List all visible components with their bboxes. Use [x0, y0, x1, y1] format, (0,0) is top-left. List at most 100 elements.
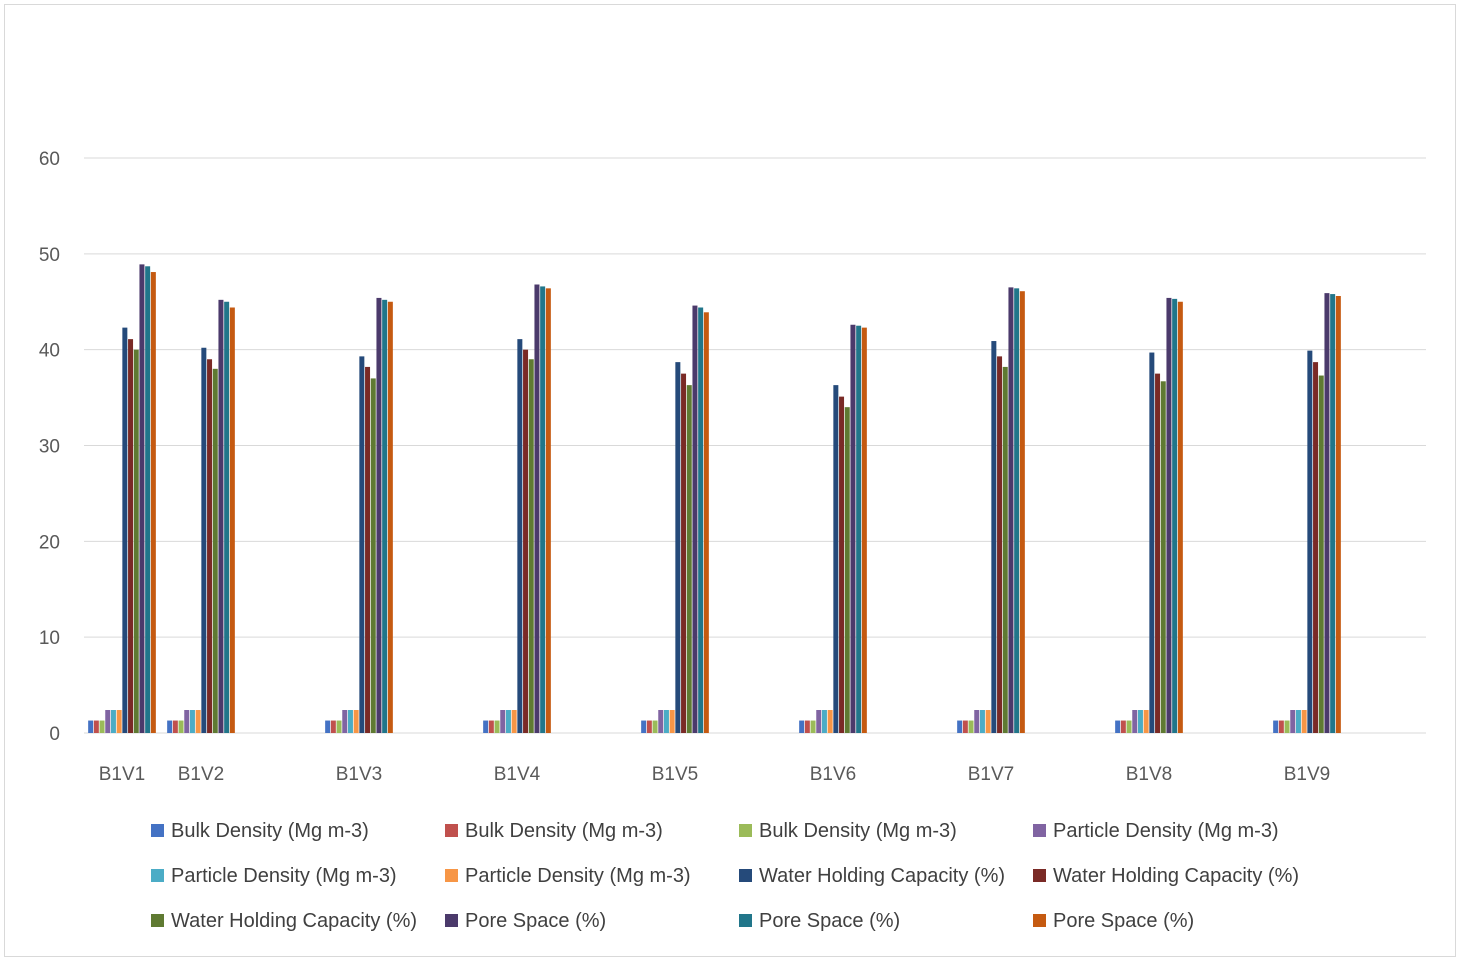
bar-B1V1-s5	[110, 710, 116, 733]
bar-B1V4-s10	[534, 284, 540, 733]
bar-B1V9-s7	[1307, 350, 1313, 733]
bar-B1V1-s3	[99, 720, 105, 733]
bar-B1V2-s10	[218, 299, 224, 733]
bar-B1V3-s6	[353, 710, 359, 733]
legend-label: Particle Density (Mg m-3)	[171, 865, 397, 887]
bar-B1V8-s12	[1177, 301, 1183, 733]
bar-B1V2-s4	[184, 710, 190, 733]
legend-swatch	[1033, 824, 1046, 837]
bar-B1V4-s4	[500, 710, 506, 733]
bar-B1V6-s1	[799, 720, 805, 733]
bar-B1V3-s1	[325, 720, 331, 733]
legend-swatch	[151, 914, 164, 927]
legend-label: Particle Density (Mg m-3)	[1053, 820, 1279, 842]
bar-B1V4-s9	[528, 359, 534, 733]
bar-B1V6-s7	[833, 385, 839, 733]
bar-B1V9-s4	[1290, 710, 1296, 733]
bar-B1V2-s9	[212, 368, 218, 733]
bar-B1V9-s12	[1335, 296, 1341, 733]
bar-B1V5-s2	[646, 720, 652, 733]
bar-B1V5-s6	[669, 710, 675, 733]
bar-B1V9-s9	[1318, 375, 1324, 733]
bar-B1V8-s6	[1143, 710, 1149, 733]
legend-label: Bulk Density (Mg m-3)	[465, 820, 663, 842]
y-tick-label: 50	[39, 245, 60, 266]
legend-item: Particle Density (Mg m-3)	[1033, 820, 1279, 842]
bar-B1V5-s4	[658, 710, 664, 733]
legend-item: Pore Space (%)	[445, 910, 606, 932]
bar-B1V5-s7	[675, 362, 681, 733]
bar-B1V6-s6	[827, 710, 833, 733]
x-tick-label: B1V4	[494, 764, 541, 785]
bar-B1V5-s9	[686, 385, 692, 733]
legend-item: Bulk Density (Mg m-3)	[151, 820, 369, 842]
legend-item: Water Holding Capacity (%)	[151, 910, 417, 932]
legend-label: Pore Space (%)	[465, 910, 606, 932]
bar-B1V1-s11	[145, 266, 151, 733]
legend-item: Pore Space (%)	[739, 910, 900, 932]
bar-B1V7-s11	[1014, 288, 1020, 733]
bar-B1V6-s5	[821, 710, 827, 733]
bar-B1V7-s2	[962, 720, 968, 733]
bar-B1V3-s2	[330, 720, 336, 733]
bar-B1V3-s7	[359, 356, 365, 733]
y-tick-label: 60	[39, 149, 60, 170]
bar-B1V1-s12	[150, 272, 156, 733]
gridlines	[84, 157, 1426, 734]
bar-B1V5-s10	[692, 305, 698, 733]
bar-B1V3-s11	[382, 299, 388, 733]
bar-B1V6-s3	[810, 720, 816, 733]
bar-B1V7-s1	[957, 720, 963, 733]
bar-B1V3-s9	[370, 378, 376, 733]
x-axis-labels: B1V1 B1V2 B1V3 B1V4 B1V5 B1V6 B1V7 B1V8 B1V9	[99, 764, 1330, 785]
bar-B1V5-s11	[698, 307, 704, 733]
bar-B1V2-s7	[201, 347, 207, 733]
bar-B1V7-s4	[974, 710, 980, 733]
y-tick-label: 30	[39, 437, 60, 458]
bar-B1V8-s5	[1137, 710, 1143, 733]
x-tick-label: B1V2	[178, 764, 224, 785]
bar-B1V7-s3	[968, 720, 974, 733]
legend-item: Particle Density (Mg m-3)	[151, 865, 397, 887]
bar-B1V5-s12	[703, 312, 709, 733]
bar-B1V8-s2	[1120, 720, 1126, 733]
legend-item: Particle Density (Mg m-3)	[445, 865, 691, 887]
bar-B1V2-s1	[167, 720, 173, 733]
bar-B1V9-s10	[1324, 293, 1330, 733]
bar-B1V4-s5	[505, 710, 511, 733]
legend-swatch	[445, 914, 458, 927]
bar-B1V2-s5	[189, 710, 195, 733]
bar-B1V9-s6	[1301, 710, 1307, 733]
bar-B1V4-s6	[511, 710, 517, 733]
bar-B1V8-s10	[1166, 297, 1172, 733]
bar-B1V3-s3	[336, 720, 342, 733]
legend-label: Particle Density (Mg m-3)	[465, 865, 691, 887]
legend-item: Pore Space (%)	[1033, 910, 1194, 932]
chart-frame: 0 10 20 30 40 50 60 B1V1 B1V2 B1V3 B1V4 B1V5 B1V6 B1…	[4, 4, 1456, 957]
bar-B1V7-s6	[985, 710, 991, 733]
bar-B1V9-s2	[1278, 720, 1284, 733]
x-tick-label: B1V3	[336, 764, 382, 785]
bar-B1V3-s5	[347, 710, 353, 733]
legend-label: Water Holding Capacity (%)	[171, 910, 417, 932]
bar-B1V1-s7	[122, 327, 128, 733]
legend-swatch	[445, 824, 458, 837]
bar-B1V5-s1	[641, 720, 647, 733]
bar-B1V6-s2	[804, 720, 810, 733]
bar-B1V1-s1	[88, 720, 94, 733]
bar-B1V8-s9	[1160, 381, 1166, 733]
legend: Bulk Density (Mg m-3) Bulk Density (Mg m-…	[151, 820, 1299, 932]
bar-B1V2-s12	[229, 307, 235, 733]
bar-B1V8-s7	[1149, 352, 1155, 733]
legend-label: Pore Space (%)	[1053, 910, 1194, 932]
bar-B1V2-s3	[178, 720, 184, 733]
bar-B1V3-s10	[376, 297, 382, 733]
bar-B1V4-s2	[488, 720, 494, 733]
bar-B1V7-s5	[979, 710, 985, 733]
x-tick-label: B1V1	[99, 764, 145, 785]
bar-B1V4-s3	[494, 720, 500, 733]
bar-B1V8-s8	[1155, 373, 1161, 733]
bar-B1V6-s9	[844, 407, 850, 733]
bar-B1V7-s10	[1008, 287, 1014, 733]
bar-B1V3-s8	[365, 366, 371, 733]
